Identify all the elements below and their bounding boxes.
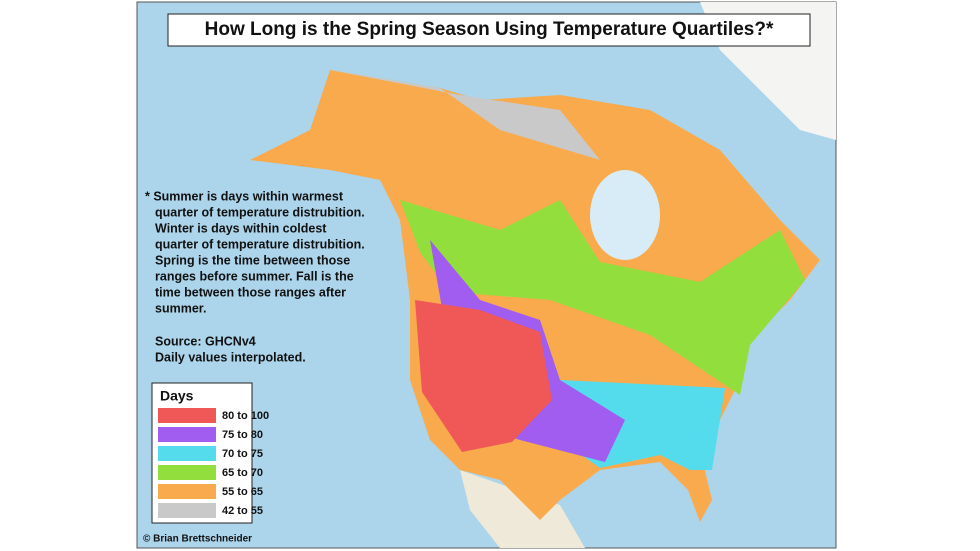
land-42-55 [330,70,600,160]
legend-label: 42 to 55 [222,505,263,517]
legend-swatch [158,484,216,499]
legend-swatch [158,408,216,423]
note-line: Spring is the time between those [155,253,350,267]
legend-label: 80 to 100 [222,410,269,422]
note-line: summer. [155,301,206,315]
title-box [167,13,811,47]
mexico [460,470,585,548]
note-line: ranges before summer. Fall is the [155,269,354,283]
legend-swatch [158,465,216,480]
land-80-100 [415,300,552,452]
legend-label: 70 to 75 [222,448,263,460]
land-65-70 [400,200,805,395]
note: * Summer is days within warmest quarter o… [145,189,365,364]
legend-label: 55 to 65 [222,486,263,498]
note-line: Winter is days within coldest [155,221,327,235]
legend-swatch [158,446,216,461]
note-line: quarter of temperature distrubition. [155,205,365,219]
hudson-bay [590,170,660,260]
source-line: Source: GHCNv4 [155,334,256,348]
credit: © Brian Brettschneider [143,534,252,545]
legend-label: 65 to 70 [222,467,263,479]
legend-title: Days [160,388,194,404]
note-line: quarter of temperature distrubition. [155,237,365,251]
legend-swatch [158,427,216,442]
legend-swatch [158,503,216,518]
legend: 80 to 100 75 to 80 70 to 75 65 to 70 55 to 6… [158,408,269,518]
source-line: Daily values interpolated. [155,350,306,364]
note-line: * Summer is days within warmest [145,189,344,203]
legend-label: 75 to 80 [222,429,263,441]
title: How Long is the Spring Season Using Temp… [205,19,774,40]
note-line: time between those ranges after [155,285,346,299]
